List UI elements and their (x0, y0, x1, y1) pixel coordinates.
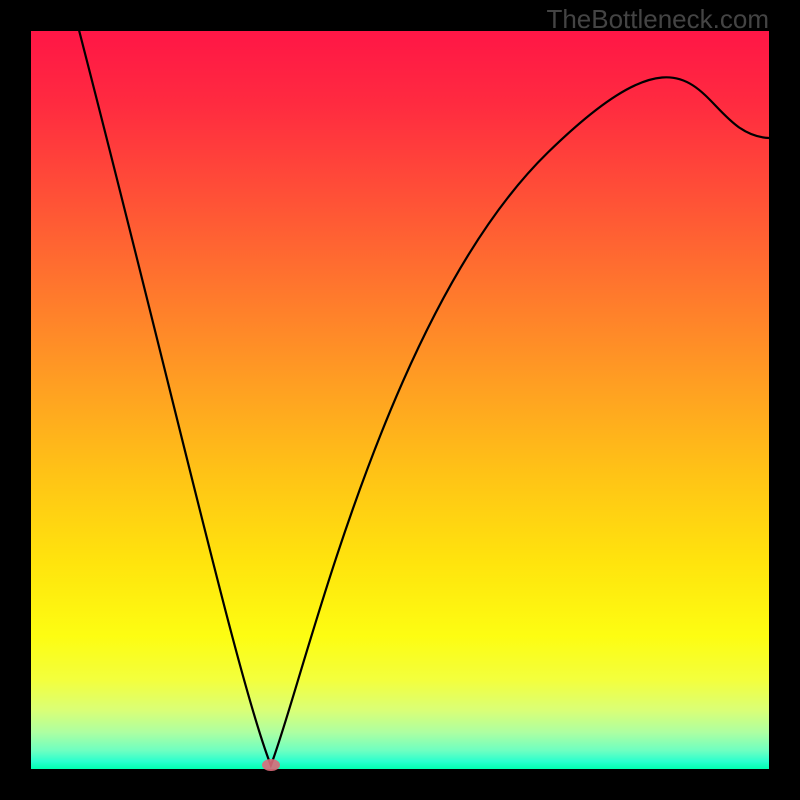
minimum-marker (262, 759, 280, 771)
gradient-background (31, 31, 769, 769)
chart-container: TheBottleneck.com (0, 0, 800, 800)
bottleneck-curve (72, 31, 769, 765)
watermark-text: TheBottleneck.com (546, 4, 769, 35)
plot-svg (31, 31, 769, 769)
plot-area (31, 31, 769, 769)
